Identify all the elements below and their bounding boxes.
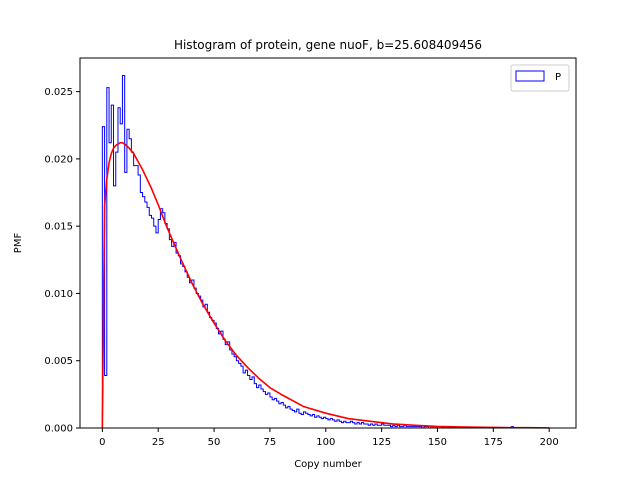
x-tick-label: 25 (152, 437, 165, 448)
plot-area (80, 58, 576, 428)
legend-swatch (515, 70, 545, 82)
x-tick-label: 125 (372, 437, 391, 448)
legend: P (510, 64, 570, 92)
y-tick-label: 0.010 (44, 289, 73, 300)
fit-curve-series (101, 141, 550, 429)
x-tick-label: 100 (316, 437, 335, 448)
x-tick-label: 0 (99, 437, 105, 448)
y-tick-label: 0.000 (44, 424, 73, 435)
x-tick-label: 175 (484, 437, 503, 448)
legend-entry: P (555, 72, 561, 83)
x-axis-label: Copy number (294, 459, 362, 470)
fit-curve-line (101, 141, 550, 429)
x-axis-ticks: 0 25 50 75 100 125 150 175 200 (99, 428, 559, 448)
x-tick-label: 75 (264, 437, 277, 448)
x-tick-label: 200 (540, 437, 559, 448)
axes-frame (79, 57, 577, 429)
chart-title: Histogram of protein, gene nuoF, b=25.60… (174, 38, 482, 52)
y-tick-label: 0.015 (44, 222, 73, 233)
y-tick-label: 0.020 (44, 154, 73, 165)
x-tick-label: 150 (428, 437, 447, 448)
y-axis-label: PMF (13, 233, 24, 254)
y-tick-label: 0.005 (44, 356, 73, 367)
x-tick-label: 50 (208, 437, 221, 448)
y-tick-label: 0.025 (44, 87, 73, 98)
y-axis-ticks: 0.000 0.005 0.010 0.015 0.020 0.025 (44, 87, 80, 435)
